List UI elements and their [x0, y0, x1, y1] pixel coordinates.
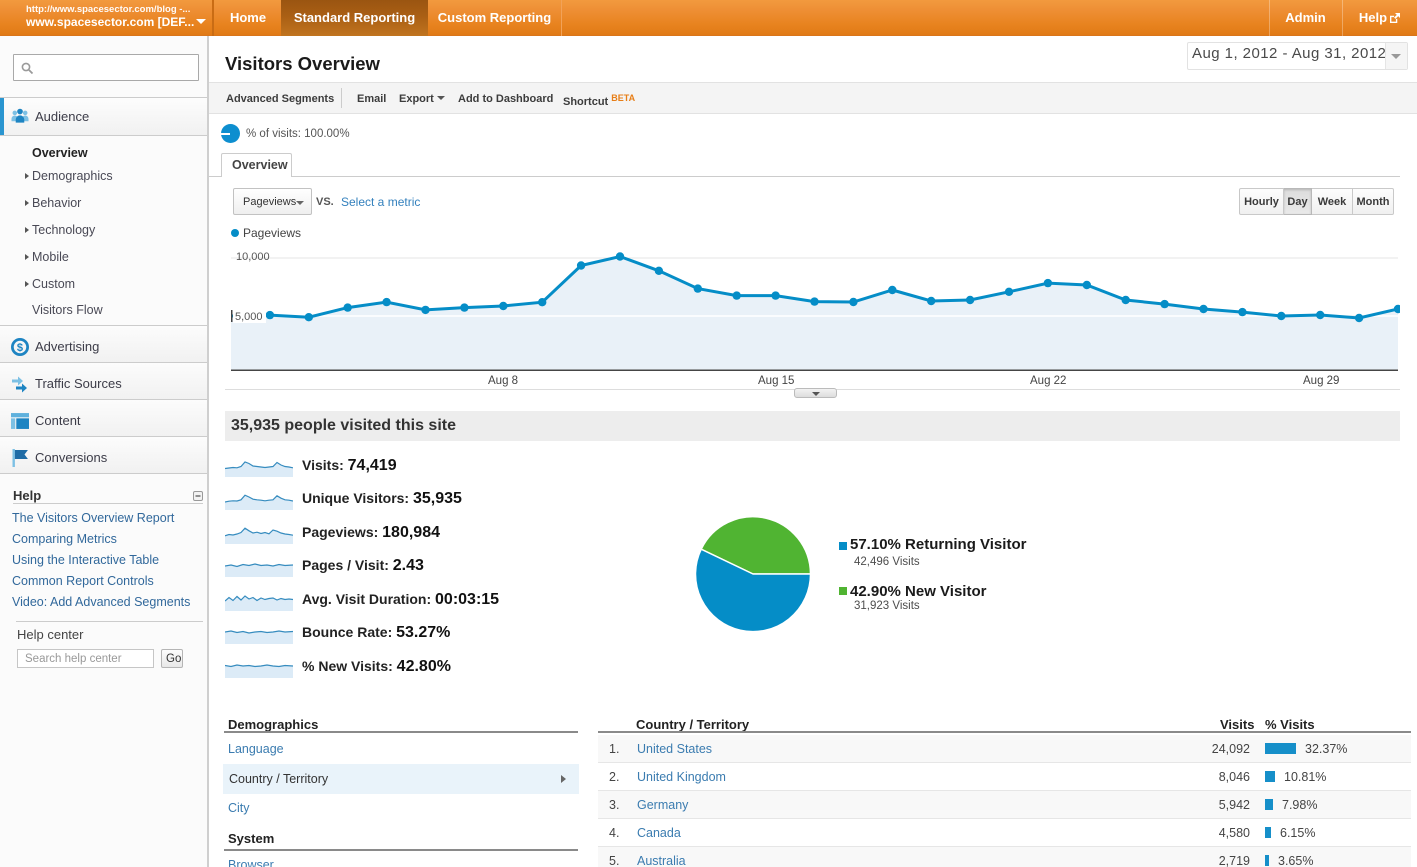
svg-text:$: $	[17, 342, 24, 354]
